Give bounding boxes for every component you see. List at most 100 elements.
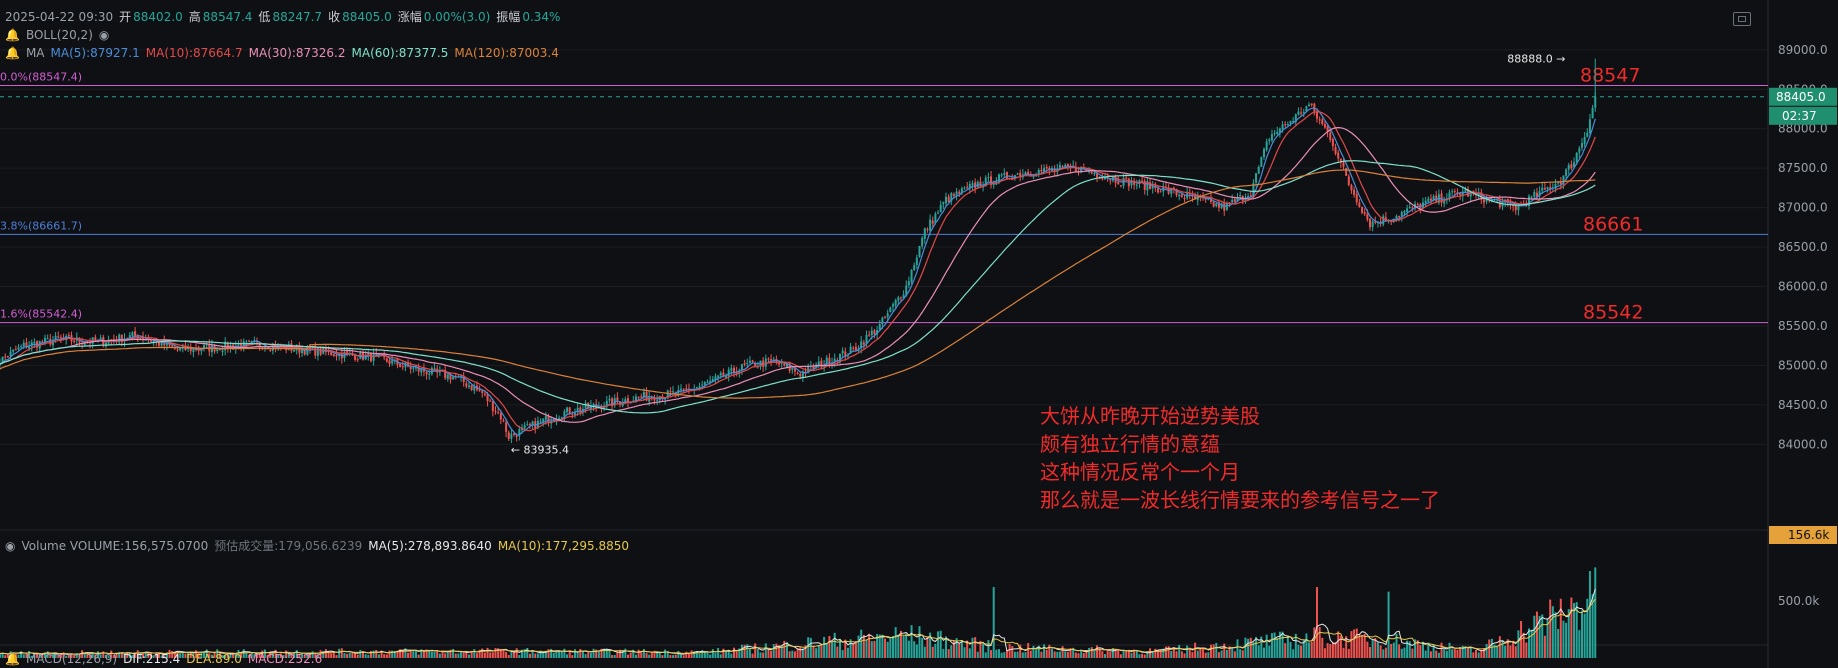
candle-body <box>1496 200 1499 202</box>
volume-bar <box>1369 646 1371 658</box>
candle-body <box>1210 198 1212 202</box>
candle-body <box>841 350 844 354</box>
candle-body <box>499 413 502 420</box>
candle-body <box>1554 183 1557 189</box>
volume-bar <box>1119 654 1122 658</box>
candle-body <box>491 401 494 412</box>
volume-bar <box>489 652 492 658</box>
volume-bar <box>409 650 412 658</box>
volume-bar <box>163 655 166 658</box>
volume-bar <box>311 651 314 658</box>
volume-bar <box>913 641 916 658</box>
candle-body <box>725 375 728 378</box>
candle-body <box>574 412 576 416</box>
candle-body <box>772 359 775 361</box>
volume-bar <box>362 651 364 658</box>
volume-bar <box>67 654 70 658</box>
candle-body <box>581 408 584 411</box>
volume-bar <box>1021 652 1024 658</box>
volume-bar <box>1005 650 1008 658</box>
candle-body <box>417 367 420 372</box>
candle-body <box>974 182 977 189</box>
fullscreen-icon[interactable] <box>1733 12 1751 26</box>
candle-body <box>22 342 25 347</box>
candle-body <box>884 316 887 318</box>
candle-body <box>1220 203 1223 209</box>
candle-body <box>605 400 608 407</box>
candle-body <box>433 368 436 370</box>
eye-icon[interactable]: ◉ <box>98 28 110 42</box>
volume-bar <box>446 650 449 658</box>
candle-body <box>733 367 735 373</box>
volume-bar <box>1064 651 1067 658</box>
volume-bar <box>1573 603 1576 658</box>
volume-bar <box>687 653 690 658</box>
candle-body <box>1292 121 1295 123</box>
boll-header[interactable]: 🔔 BOLL(20,2) ◉ <box>5 27 115 43</box>
eye-icon[interactable]: ◉ <box>5 539 16 553</box>
fibonacci-level-label: 1.6%(85542.4) <box>0 308 82 321</box>
candle-body <box>4 356 7 358</box>
candle-body <box>1522 203 1525 205</box>
volume-bar <box>30 655 33 658</box>
volume-bar <box>1154 648 1157 658</box>
candle-body <box>1005 172 1008 179</box>
volume-bar <box>544 650 547 658</box>
volume-bar <box>1588 571 1591 658</box>
volume-bar <box>41 653 44 658</box>
volume-bar <box>483 652 486 658</box>
volume-bar <box>261 650 264 658</box>
volume-bar <box>1072 647 1075 658</box>
volume-bar <box>1469 648 1472 658</box>
volume-header[interactable]: ◉ Volume VOLUME:156,575.0700 预估成交量:179,056… <box>5 538 635 554</box>
candle-body <box>33 341 36 344</box>
ma-header[interactable]: 🔔 MA MA(5):87927.1 MA(10):87664.7 MA(30):873… <box>5 45 565 61</box>
volume-bar <box>1504 645 1507 658</box>
candle-body <box>544 416 547 420</box>
volume-bar <box>17 654 20 658</box>
candle-body <box>1498 200 1501 208</box>
volume-bar <box>658 652 661 658</box>
candle-body <box>998 174 1000 183</box>
macd-header[interactable]: 🔔 MACD(12,26,9) DIF:215.4 DEA:89.0 MACD:252.… <box>5 651 328 667</box>
high-value: 88547.4 <box>202 10 253 24</box>
volume-bar <box>791 650 794 658</box>
price-tick-label: 85500.0 <box>1778 319 1828 333</box>
volume-bar <box>1180 651 1183 658</box>
volume-bar <box>1228 646 1231 658</box>
volume-bar <box>523 649 526 658</box>
volume-bar <box>309 654 311 658</box>
candle-body <box>1347 176 1350 186</box>
candle-body <box>99 337 102 340</box>
volume-bar <box>1247 638 1250 658</box>
volume-bar <box>974 637 977 658</box>
candle-body <box>1588 119 1591 134</box>
volume-bar <box>460 651 463 658</box>
candle-body <box>409 366 412 370</box>
candle-body <box>921 237 924 247</box>
volume-bar <box>1141 653 1144 658</box>
volume-bar <box>78 653 81 658</box>
volume-bar <box>1217 652 1220 658</box>
volume-bar <box>560 651 563 658</box>
candle-body <box>1263 148 1265 158</box>
volume-bar <box>1308 642 1311 658</box>
volume-bar <box>1440 642 1443 658</box>
volume-bar <box>14 652 17 658</box>
volume-bar <box>248 654 251 658</box>
candle-body <box>719 372 722 376</box>
volume-bar <box>364 654 367 658</box>
volume-bar <box>1490 638 1493 658</box>
volume-bar <box>1096 645 1099 658</box>
volume-bar <box>139 652 142 658</box>
volume-bar <box>1445 650 1448 658</box>
candle-body <box>1273 133 1276 135</box>
volume-bar <box>1475 649 1477 658</box>
volume-bar <box>155 652 158 658</box>
volume-bar <box>444 653 447 658</box>
candle-body <box>1443 201 1446 204</box>
volume-bar <box>1289 641 1292 658</box>
candle-body <box>653 398 656 401</box>
volume-bar <box>1395 633 1398 658</box>
